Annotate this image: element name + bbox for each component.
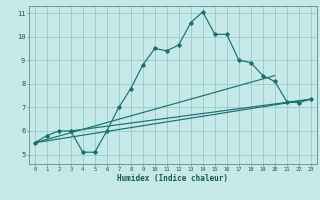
X-axis label: Humidex (Indice chaleur): Humidex (Indice chaleur) xyxy=(117,174,228,183)
